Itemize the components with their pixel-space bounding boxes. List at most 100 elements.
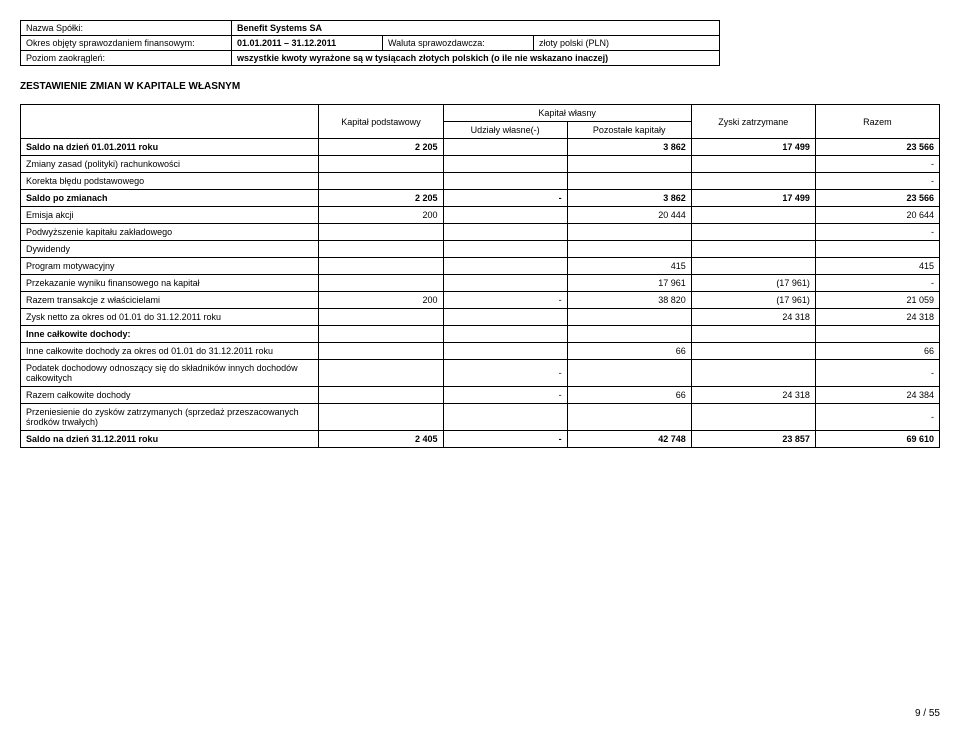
table-row: Program motywacyjny415415 <box>21 258 940 275</box>
col-header-capital: Kapitał podstawowy <box>319 105 443 139</box>
cell-value <box>319 275 443 292</box>
cell-value: 17 961 <box>567 275 691 292</box>
cell-value: 66 <box>567 343 691 360</box>
cell-value <box>691 404 815 431</box>
cell-value <box>691 360 815 387</box>
table-row: Korekta błędu podstawowego - <box>21 173 940 190</box>
rounding-label: Poziom zaokrągleń: <box>21 51 232 66</box>
period-value: 01.01.2011 – 31.12.2011 <box>232 36 383 51</box>
row-label: Program motywacyjny <box>21 258 319 275</box>
cell-value <box>443 258 567 275</box>
row-label: Razem całkowite dochody <box>21 387 319 404</box>
cell-value <box>319 309 443 326</box>
cell-value <box>815 326 939 343</box>
cell-value: - <box>443 292 567 309</box>
row-label: Dywidendy <box>21 241 319 258</box>
row-label: Saldo na dzień 31.12.2011 roku <box>21 431 319 448</box>
cell-value <box>567 241 691 258</box>
row-label: Przekazanie wyniku finansowego na kapita… <box>21 275 319 292</box>
cell-value <box>443 275 567 292</box>
rounding-value: wszystkie kwoty wyrażone są w tysiącach … <box>232 51 720 66</box>
table-row: Emisja akcji200 20 444 20 644 <box>21 207 940 224</box>
table-row: Razem całkowite dochody-6624 31824 384 <box>21 387 940 404</box>
row-label: Przeniesienie do zysków zatrzymanych (sp… <box>21 404 319 431</box>
col-header-blank <box>21 105 319 139</box>
cell-value: - <box>815 404 939 431</box>
table-row: Saldo na dzień 31.12.2011 roku2 405-42 7… <box>21 431 940 448</box>
cell-value <box>567 309 691 326</box>
cell-value: 23 857 <box>691 431 815 448</box>
row-label: Podwyższenie kapitału zakładowego <box>21 224 319 241</box>
cell-value <box>443 224 567 241</box>
table-row: Podwyższenie kapitału zakładowego - <box>21 224 940 241</box>
cell-value: 415 <box>567 258 691 275</box>
currency-label: Waluta sprawozdawcza: <box>383 36 534 51</box>
cell-value: 2 405 <box>319 431 443 448</box>
cell-value: 24 384 <box>815 387 939 404</box>
cell-value: 200 <box>319 292 443 309</box>
cell-value <box>567 360 691 387</box>
cell-value: 3 862 <box>567 190 691 207</box>
cell-value: 2 205 <box>319 190 443 207</box>
cell-value <box>691 207 815 224</box>
row-label: Saldo na dzień 01.01.2011 roku <box>21 139 319 156</box>
page-number: 9 / 55 <box>20 708 940 719</box>
row-label: Zmiany zasad (polityki) rachunkowości <box>21 156 319 173</box>
cell-value <box>319 224 443 241</box>
cell-value <box>567 224 691 241</box>
cell-value <box>567 404 691 431</box>
cell-value <box>443 241 567 258</box>
cell-value: 38 820 <box>567 292 691 309</box>
cell-value: 17 499 <box>691 139 815 156</box>
cell-value <box>319 241 443 258</box>
cell-value <box>691 156 815 173</box>
cell-value: 20 644 <box>815 207 939 224</box>
section-title: ZESTAWIENIE ZMIAN W KAPITALE WŁASNYM <box>20 81 940 92</box>
period-label: Okres objęty sprawozdaniem finansowym: <box>21 36 232 51</box>
cell-value: 200 <box>319 207 443 224</box>
table-row: Zmiany zasad (polityki) rachunkowości - <box>21 156 940 173</box>
cell-value: 24 318 <box>815 309 939 326</box>
cell-value <box>691 241 815 258</box>
cell-value: 23 566 <box>815 190 939 207</box>
cell-value: (17 961) <box>691 292 815 309</box>
cell-value: - <box>815 360 939 387</box>
cell-value <box>691 258 815 275</box>
row-label: Podatek dochodowy odnoszący się do skład… <box>21 360 319 387</box>
cell-value: 66 <box>567 387 691 404</box>
col-header-retained: Zyski zatrzymane <box>691 105 815 139</box>
cell-value <box>691 326 815 343</box>
cell-value <box>443 139 567 156</box>
cell-value: 17 499 <box>691 190 815 207</box>
cell-value: - <box>815 224 939 241</box>
row-label: Emisja akcji <box>21 207 319 224</box>
cell-value: - <box>815 156 939 173</box>
cell-value: 66 <box>815 343 939 360</box>
cell-value <box>443 404 567 431</box>
cell-value: 24 318 <box>691 387 815 404</box>
cell-value <box>815 241 939 258</box>
cell-value <box>567 173 691 190</box>
cell-value <box>443 343 567 360</box>
cell-value <box>319 173 443 190</box>
cell-value <box>567 326 691 343</box>
cell-value <box>319 404 443 431</box>
row-label: Korekta błędu podstawowego <box>21 173 319 190</box>
col-header-other-capital: Pozostałe kapitały <box>567 122 691 139</box>
table-row: Saldo na dzień 01.01.2011 roku2 2053 862… <box>21 139 940 156</box>
row-label: Zysk netto za okres od 01.01 do 31.12.20… <box>21 309 319 326</box>
cell-value <box>691 343 815 360</box>
cell-value: - <box>443 360 567 387</box>
equity-changes-table: Kapitał podstawowy Kapitał własny Zyski … <box>20 104 940 448</box>
cell-value <box>443 326 567 343</box>
cell-value: 21 059 <box>815 292 939 309</box>
cell-value: 3 862 <box>567 139 691 156</box>
table-row: Przekazanie wyniku finansowego na kapita… <box>21 275 940 292</box>
table-row: Razem transakcje z właścicielami200-38 8… <box>21 292 940 309</box>
cell-value <box>319 326 443 343</box>
table-row: Podatek dochodowy odnoszący się do skład… <box>21 360 940 387</box>
cell-value: 69 610 <box>815 431 939 448</box>
row-label: Inne całkowite dochody za okres od 01.01… <box>21 343 319 360</box>
cell-value: 20 444 <box>567 207 691 224</box>
cell-value: - <box>815 173 939 190</box>
